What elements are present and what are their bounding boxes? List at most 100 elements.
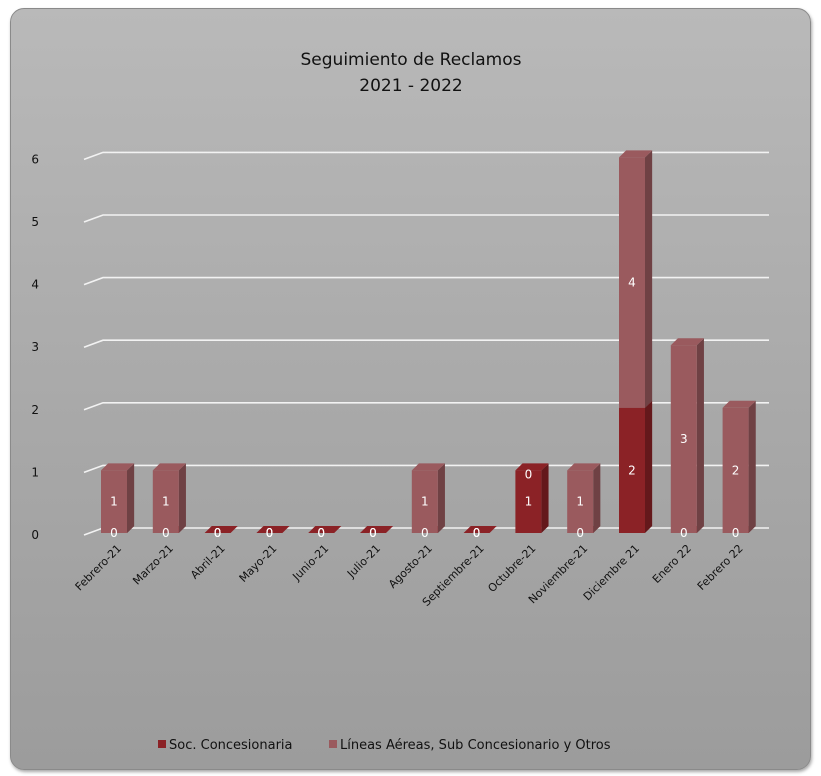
data-label: 1 (576, 495, 584, 509)
bar-top (256, 526, 290, 533)
bar-lineas-aereas-12 (722, 400, 756, 533)
data-label: 0 (369, 526, 377, 540)
chart-title: Seguimiento de Reclamos 2021 - 2022 (301, 50, 522, 96)
y-axis: 0 1 2 3 4 5 6 (31, 152, 39, 542)
bar-side (178, 463, 186, 533)
y-tick-label: 0 (31, 528, 39, 542)
bar-soc-concesionaria-2 (204, 526, 238, 533)
data-label: 0 (162, 526, 170, 540)
bar-soc-concesionaria-4 (308, 526, 342, 533)
x-tick-label: Julio-21 (344, 542, 383, 581)
bar-soc-concesionaria-5 (360, 526, 394, 533)
y-tick-label: 2 (31, 403, 39, 417)
bar-front (670, 345, 697, 533)
bar-side (748, 400, 756, 533)
bar-top (360, 526, 394, 533)
bar-front (722, 407, 749, 533)
data-label: 2 (732, 463, 740, 477)
data-label: 0 (266, 526, 274, 540)
bar-lineas-aereas-10 (619, 150, 653, 408)
y-tick-label: 5 (31, 215, 39, 229)
gridline (83, 401, 769, 411)
bar-front (152, 470, 179, 533)
bar-lineas-aereas-11 (670, 338, 704, 533)
bar-soc-concesionaria-3 (256, 526, 290, 533)
data-label: 0 (732, 526, 740, 540)
x-axis: Febrero-21 Marzo-21 Abril-21 Mayo-21 Junio-2… (73, 542, 746, 609)
x-tick-label: Febrero-21 (73, 542, 124, 593)
data-label: 0 (317, 526, 325, 540)
bar-top (670, 338, 704, 346)
y-tick-label: 1 (31, 465, 39, 479)
bar-front (619, 157, 645, 408)
bar-front (411, 470, 438, 533)
bar-side (645, 150, 653, 408)
data-label: 0 (369, 526, 377, 540)
bar-side (696, 338, 704, 533)
bar-top (411, 463, 445, 471)
bar-top (463, 526, 497, 533)
gridline (83, 276, 769, 286)
x-tick-label: Marzo-21 (130, 542, 176, 588)
legend-item: Soc. Concesionaria (158, 738, 293, 753)
y-tick-label: 3 (31, 340, 39, 354)
data-label: 1 (110, 495, 118, 509)
gridlines (83, 151, 769, 536)
chart-title-line: 2021 - 2022 (359, 76, 462, 96)
legend-swatch (158, 740, 166, 748)
legend: Soc. Concesionaria Líneas Aéreas, Sub Con… (158, 738, 611, 753)
data-label: 1 (162, 495, 170, 509)
legend-item: Líneas Aéreas, Sub Concesionario y Otros (329, 738, 611, 753)
data-label: 0 (525, 467, 533, 481)
bar-top (308, 526, 342, 533)
bar-front (567, 470, 594, 533)
data-label: 0 (214, 526, 222, 540)
bar-top (152, 463, 186, 471)
bar-top (619, 150, 653, 158)
data-label: 0 (110, 526, 118, 540)
data-label: 0 (680, 526, 688, 540)
bar-side (593, 463, 601, 533)
bar-front (101, 470, 127, 533)
data-label: 0 (421, 526, 429, 540)
data-label: 0 (266, 526, 274, 540)
y-tick-label: 6 (31, 152, 39, 166)
data-label: 0 (473, 526, 481, 540)
data-label: 2 (628, 463, 636, 477)
chart: Seguimiento de Reclamos 2021 - 2022 0 1 2 3 4… (31, 50, 769, 753)
data-label: 1 (421, 495, 429, 509)
x-tick-label: Enero 22 (650, 542, 694, 586)
x-tick-label: Octubre-21 (485, 542, 538, 595)
bar-soc-concesionaria-10 (619, 400, 653, 533)
legend-label: Líneas Aéreas, Sub Concesionario y Otros (340, 738, 611, 753)
gridline (83, 151, 769, 161)
bar-side (437, 463, 445, 533)
x-tick-label: Junio-21 (289, 542, 331, 584)
bar-side (541, 463, 549, 533)
data-label: 0 (576, 526, 584, 540)
y-tick-label: 4 (31, 278, 39, 292)
chart-title-line: Seguimiento de Reclamos (301, 50, 522, 70)
bar-top (101, 463, 135, 471)
data-label: 3 (680, 432, 688, 446)
bar-front (619, 407, 645, 533)
bar-top (204, 526, 238, 533)
bar-top (515, 463, 549, 471)
x-tick-label: Agosto-21 (386, 542, 435, 591)
gridline (83, 339, 769, 348)
bar-lineas-aereas-9 (567, 463, 601, 533)
bar-top (567, 463, 601, 471)
data-label: 4 (628, 276, 636, 290)
legend-label: Soc. Concesionaria (169, 738, 293, 753)
legend-swatch (329, 740, 337, 748)
bar-lineas-aereas-0 (101, 463, 135, 533)
bar-soc-concesionaria-8 (515, 463, 549, 533)
chart-card: Seguimiento de Reclamos 2021 - 2022 0 1 2 3 4… (10, 8, 811, 770)
bar-front (515, 470, 542, 533)
bar-top (722, 400, 756, 408)
bars (101, 150, 756, 533)
x-tick-label: Abril-21 (188, 542, 228, 582)
gridline (83, 214, 769, 223)
data-label: 0 (214, 526, 222, 540)
